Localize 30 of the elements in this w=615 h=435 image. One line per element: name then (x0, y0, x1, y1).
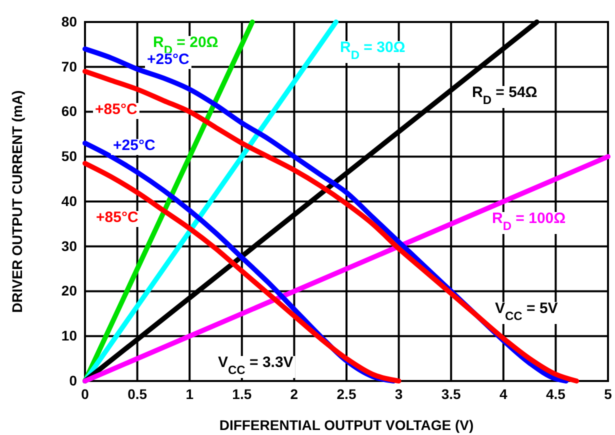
series-label: +85°C (95, 101, 138, 118)
x-tick-label: 0.5 (128, 386, 148, 402)
y-tick-label: 10 (61, 328, 78, 344)
y-tick-label: 50 (61, 148, 78, 164)
x-tick-label: 0 (81, 386, 90, 402)
y-tick-label: 60 (61, 103, 78, 120)
series-label: +85°C (96, 209, 138, 226)
x-axis-title: DIFFERENTIAL OUTPUT VOLTAGE (V) (219, 417, 474, 433)
y-tick-label: 20 (61, 282, 78, 299)
x-tick-label: 3 (394, 386, 403, 402)
y-tick-label: 30 (61, 238, 78, 254)
y-tick-label: 0 (69, 372, 78, 388)
y-axis-title: DRIVER OUTPUT CURRENT (mA) (9, 90, 25, 313)
series-label: R$_{D}$ = 54Ω (472, 84, 538, 107)
series-label: R$_{D}$ = 30Ω (340, 39, 406, 62)
x-tick-label: 2.5 (336, 386, 356, 402)
x-tick-label: 2 (290, 386, 298, 402)
y-tick-label: 80 (61, 13, 78, 30)
x-tick-label: 4.5 (546, 386, 566, 402)
x-tick-label: 1.5 (232, 386, 252, 402)
annotation: V$_{CC}$ = 5V (495, 300, 558, 323)
x-tick-label: 3.5 (441, 386, 462, 402)
x-tick-label: 4 (500, 386, 508, 402)
series-label: R$_{D}$ = 100Ω (492, 210, 566, 233)
x-tick-label: 5 (604, 386, 612, 402)
y-tick-label: 70 (61, 58, 78, 74)
y-tick-label: 40 (61, 192, 78, 209)
x-tick-label: 1 (186, 386, 194, 402)
annotation: V$_{CC}$ = 3.3V (218, 354, 294, 377)
series-label: +25°C (113, 137, 156, 154)
